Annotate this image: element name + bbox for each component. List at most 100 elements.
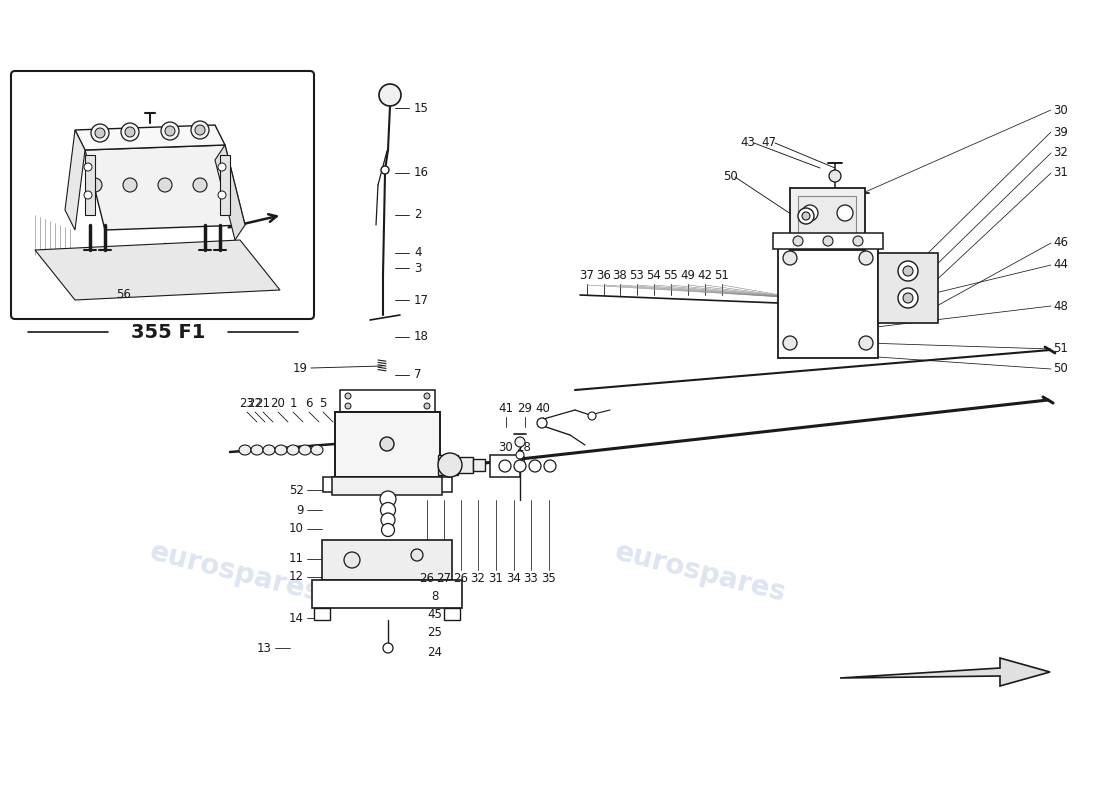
Polygon shape (840, 658, 1050, 686)
Circle shape (195, 125, 205, 135)
Bar (790, 188, 865, 250)
Ellipse shape (299, 445, 311, 455)
Text: 49: 49 (681, 269, 695, 282)
Circle shape (381, 513, 395, 527)
Circle shape (859, 336, 873, 350)
Text: 56: 56 (117, 289, 131, 302)
Circle shape (903, 266, 913, 276)
Text: 44: 44 (1053, 258, 1068, 271)
Text: 13: 13 (257, 642, 272, 654)
Circle shape (823, 236, 833, 246)
Text: 2: 2 (414, 209, 421, 222)
Polygon shape (65, 130, 85, 230)
Circle shape (783, 251, 798, 265)
Text: 31: 31 (488, 572, 504, 585)
Bar (778, 248, 878, 358)
Bar (878, 253, 938, 323)
Circle shape (383, 643, 393, 653)
Bar (773, 233, 883, 249)
Circle shape (191, 121, 209, 139)
Bar (312, 580, 462, 608)
Polygon shape (85, 145, 245, 230)
Circle shape (158, 178, 172, 192)
Text: 10: 10 (289, 522, 304, 535)
Text: 30: 30 (498, 441, 514, 454)
Ellipse shape (287, 445, 299, 455)
Circle shape (411, 549, 424, 561)
Circle shape (898, 288, 918, 308)
Circle shape (345, 393, 351, 399)
Text: 16: 16 (414, 166, 429, 179)
Bar (458, 457, 473, 473)
Circle shape (588, 412, 596, 420)
Bar (336, 412, 440, 477)
Circle shape (381, 502, 396, 518)
Text: 50: 50 (723, 170, 737, 183)
Bar (322, 540, 452, 580)
Circle shape (802, 212, 810, 220)
Text: 48: 48 (1053, 299, 1068, 313)
Text: 30: 30 (1053, 103, 1068, 117)
Circle shape (837, 205, 852, 221)
Text: 32: 32 (471, 572, 485, 585)
Text: 38: 38 (613, 269, 627, 282)
Bar (444, 608, 460, 620)
Text: 1: 1 (289, 397, 297, 410)
Circle shape (123, 178, 138, 192)
Circle shape (84, 191, 92, 199)
Text: 29: 29 (517, 402, 532, 415)
Text: 11: 11 (289, 553, 304, 566)
Text: 31: 31 (1053, 166, 1068, 179)
Circle shape (218, 191, 226, 199)
Bar (314, 608, 330, 620)
Circle shape (829, 170, 842, 182)
Circle shape (161, 122, 179, 140)
Circle shape (537, 418, 547, 428)
Text: 355 F1: 355 F1 (131, 322, 206, 342)
Polygon shape (214, 145, 245, 240)
Text: 8: 8 (431, 590, 439, 602)
Text: 32: 32 (1053, 146, 1068, 159)
Text: 37: 37 (580, 269, 594, 282)
Circle shape (852, 236, 864, 246)
Text: 21: 21 (255, 397, 271, 410)
Bar (473, 459, 485, 471)
Ellipse shape (263, 445, 275, 455)
Text: 27: 27 (437, 572, 451, 585)
Text: 50: 50 (1053, 362, 1068, 375)
Text: 7: 7 (414, 369, 421, 382)
Polygon shape (75, 125, 226, 150)
Circle shape (516, 451, 524, 459)
Text: 9: 9 (297, 503, 304, 517)
Circle shape (783, 336, 798, 350)
Text: 15: 15 (414, 102, 429, 114)
Circle shape (514, 460, 526, 472)
Circle shape (544, 460, 556, 472)
Circle shape (95, 128, 104, 138)
Circle shape (192, 178, 207, 192)
Circle shape (379, 437, 394, 451)
Text: 54: 54 (647, 269, 661, 282)
Text: 42: 42 (697, 269, 713, 282)
Circle shape (121, 123, 139, 141)
Text: 33: 33 (524, 572, 538, 585)
Text: 51: 51 (715, 269, 729, 282)
Text: 20: 20 (271, 397, 285, 410)
Text: 55: 55 (663, 269, 679, 282)
Circle shape (424, 403, 430, 409)
Text: 4: 4 (414, 246, 421, 259)
Text: 19: 19 (293, 362, 308, 374)
Circle shape (798, 208, 814, 224)
Text: 24: 24 (428, 646, 442, 658)
Text: 17: 17 (414, 294, 429, 306)
Text: 46: 46 (1053, 237, 1068, 250)
Text: 35: 35 (541, 572, 557, 585)
Text: 3: 3 (414, 262, 421, 274)
Bar (340, 390, 434, 412)
Circle shape (515, 437, 525, 447)
Bar (798, 196, 856, 242)
Text: 23: 23 (240, 397, 254, 410)
Circle shape (529, 460, 541, 472)
Text: 34: 34 (507, 572, 521, 585)
Circle shape (793, 236, 803, 246)
